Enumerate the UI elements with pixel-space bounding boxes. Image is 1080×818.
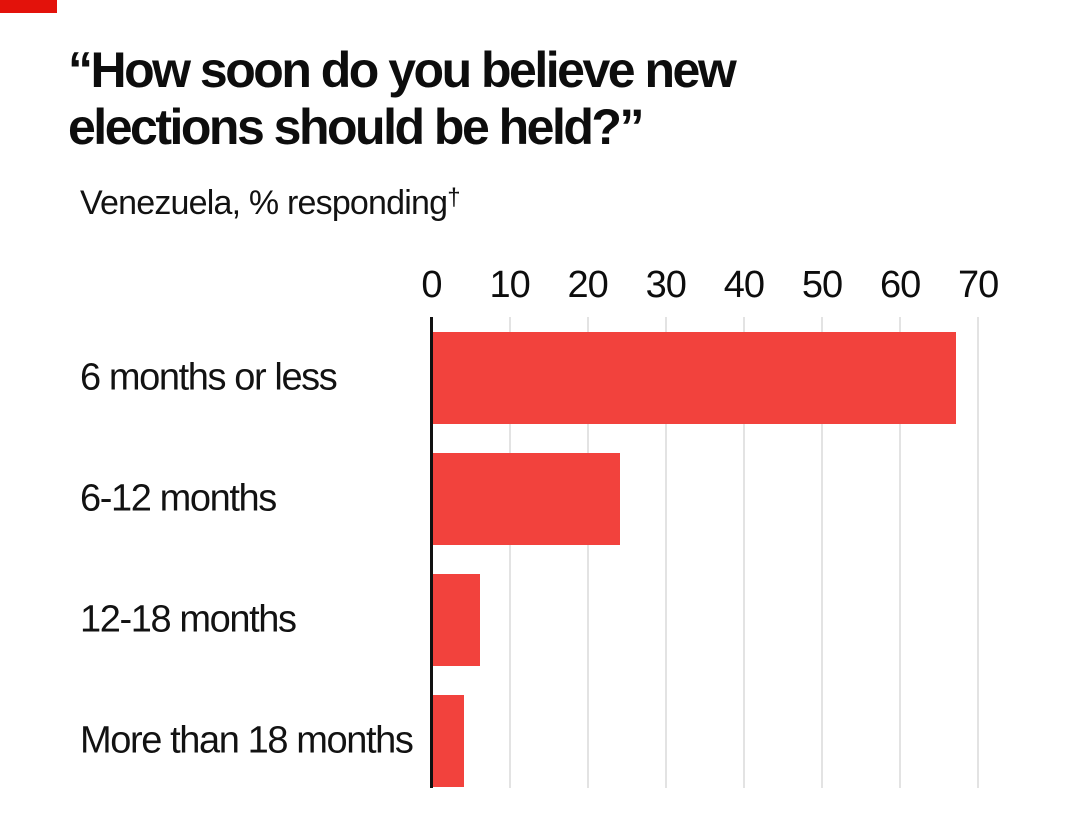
brand-red-tab [0, 0, 57, 13]
chart-title-line-2: elections should be held?” [68, 99, 644, 155]
gridline [977, 317, 980, 788]
x-axis-tick-label: 30 [645, 264, 687, 306]
chart-subtitle-text: Venezuela, % responding [80, 184, 448, 222]
chart-subtitle: Venezuela, % responding† [80, 184, 461, 223]
category-label: 6-12 months [80, 477, 277, 520]
bar [433, 453, 620, 545]
gridline [821, 317, 823, 788]
x-axis-tick-label: 70 [958, 264, 999, 306]
x-axis-tick-label: 40 [723, 264, 765, 306]
x-axis-tick-label: 50 [801, 264, 843, 306]
bar [433, 695, 464, 787]
gridline [742, 317, 745, 788]
gridline [508, 317, 511, 788]
bar [433, 332, 956, 424]
x-axis-tick-label: 0 [421, 264, 442, 306]
gridline [899, 317, 902, 788]
gridline [586, 317, 589, 788]
category-label: 12-18 months [80, 598, 297, 641]
category-label: 6 months or less [80, 356, 338, 399]
chart-title: “How soon do you believe new elections s… [68, 42, 737, 156]
x-axis-tick-label: 20 [567, 264, 609, 306]
bar [433, 574, 480, 666]
chart-title-line-1: “How soon do you believe new [68, 42, 737, 98]
x-axis-tick-label: 10 [489, 264, 530, 306]
footnote-dagger: † [447, 184, 460, 211]
x-axis-tick-label: 60 [879, 264, 921, 306]
gridline [664, 317, 667, 788]
category-label: More than 18 months [80, 719, 414, 762]
y-axis-baseline [430, 317, 433, 788]
